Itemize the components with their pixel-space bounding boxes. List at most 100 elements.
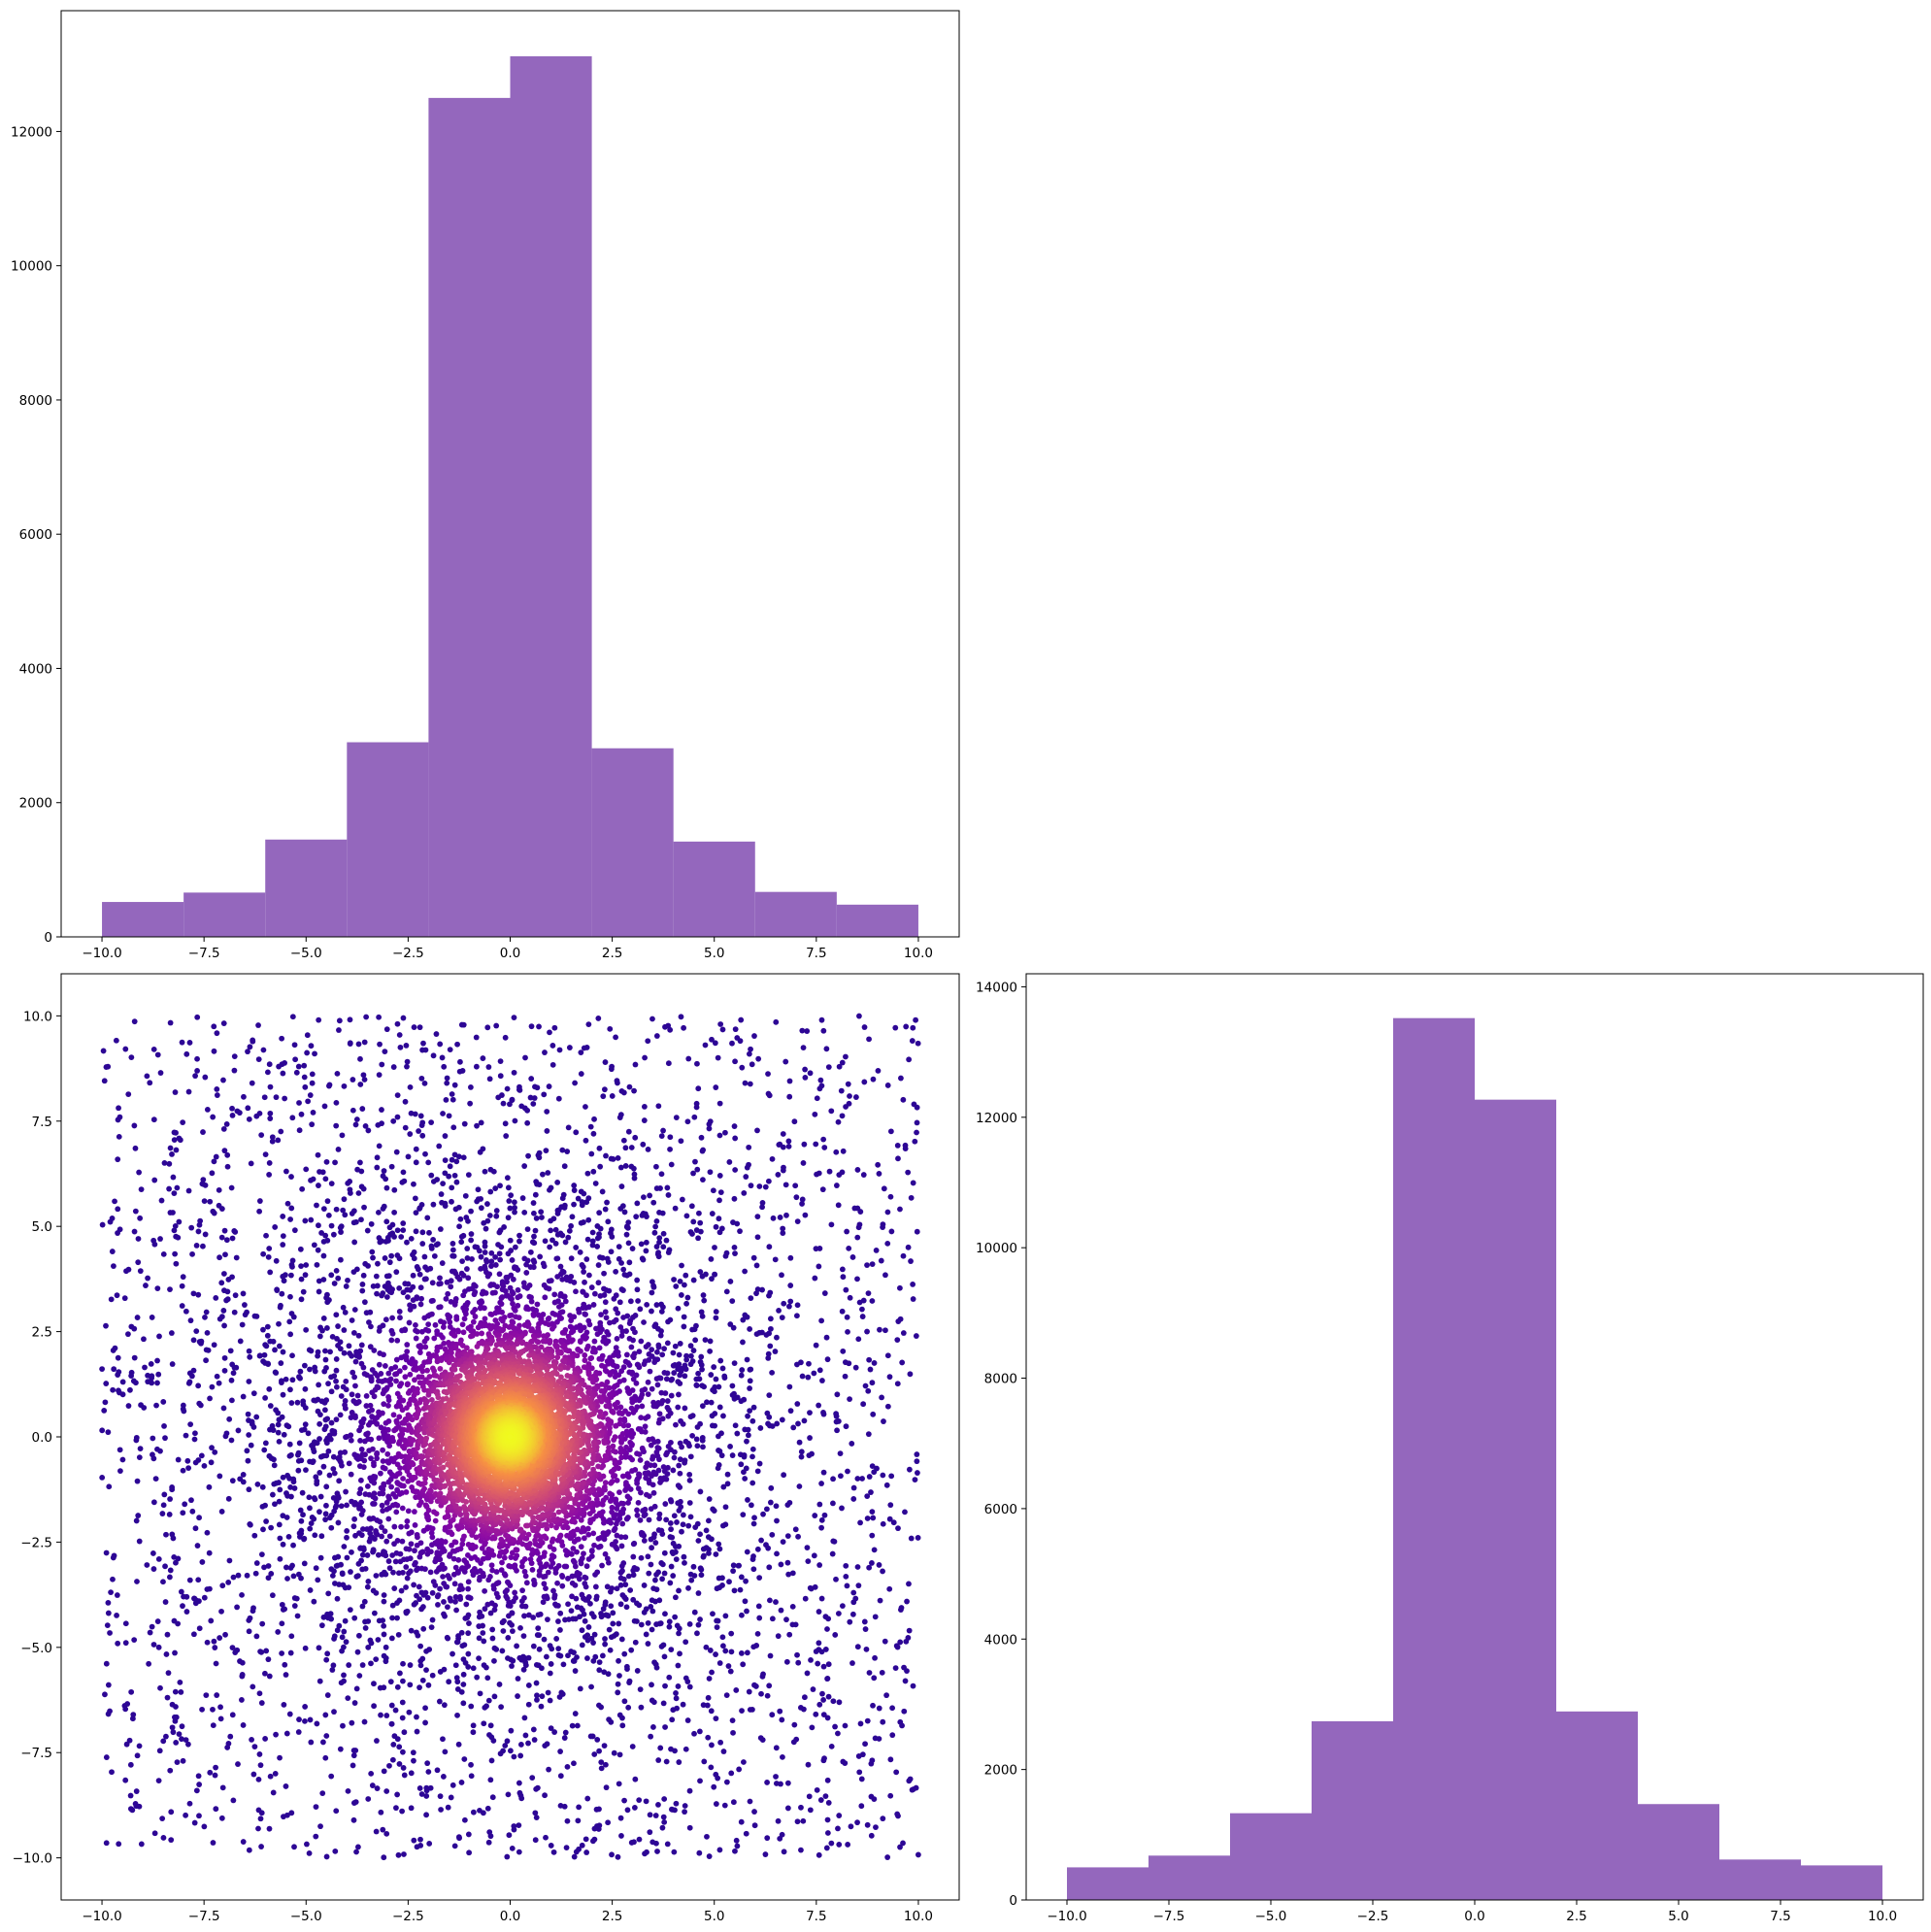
- scatter-point: [470, 1309, 476, 1316]
- scatter-point: [131, 1228, 138, 1235]
- scatter-point: [160, 1738, 167, 1745]
- scatter-point: [398, 1453, 405, 1460]
- scatter-point: [192, 1525, 199, 1532]
- scatter-point: [693, 1382, 700, 1388]
- scatter-point: [211, 1048, 217, 1054]
- scatter-point: [666, 1674, 673, 1681]
- scatter-point: [424, 1760, 431, 1767]
- scatter-point: [670, 1362, 677, 1369]
- scatter-point: [675, 1662, 682, 1669]
- scatter-point: [868, 1832, 875, 1839]
- scatter-point: [442, 1203, 449, 1210]
- scatter-point: [484, 1201, 490, 1207]
- scatter-point: [744, 1608, 749, 1615]
- scatter-point: [314, 1440, 320, 1447]
- scatter-point: [625, 1573, 632, 1580]
- scatter-point: [381, 1854, 387, 1861]
- scatter-point: [596, 1702, 602, 1709]
- scatter-point: [460, 1021, 467, 1028]
- scatter-point: [413, 1321, 418, 1328]
- scatter-point: [559, 1195, 566, 1202]
- scatter-point: [275, 1429, 282, 1436]
- scatter-point: [316, 1183, 321, 1188]
- scatter-point: [683, 1675, 689, 1682]
- scatter-point: [624, 1471, 631, 1478]
- scatter-point: [220, 1308, 227, 1314]
- scatter-point: [247, 1044, 253, 1050]
- scatter-point: [609, 1585, 616, 1591]
- scatter-point: [694, 1166, 701, 1173]
- scatter-point: [170, 1535, 177, 1542]
- scatter-point: [716, 1433, 721, 1440]
- scatter-point: [619, 1328, 626, 1335]
- scatter-point: [591, 1542, 597, 1549]
- scatter-point: [835, 1611, 842, 1616]
- scatter-point: [649, 1682, 654, 1688]
- scatter-point: [534, 1692, 540, 1699]
- scatter-point: [743, 1830, 749, 1837]
- scatter-point: [589, 1229, 596, 1236]
- scatter-point: [405, 1294, 411, 1300]
- scatter-point: [638, 1415, 645, 1421]
- scatter-point: [745, 1413, 750, 1419]
- scatter-point: [418, 1589, 425, 1596]
- scatter-point: [460, 1154, 467, 1161]
- scatter-point: [731, 1123, 738, 1129]
- scatter-point: [340, 1582, 347, 1588]
- scatter-point: [444, 1075, 450, 1082]
- scatter-point: [611, 1384, 617, 1390]
- scatter-point: [277, 1486, 283, 1493]
- scatter-point: [651, 1531, 657, 1538]
- scatter-point: [578, 1327, 583, 1334]
- scatter-point: [388, 1337, 395, 1344]
- scatter-point: [778, 1607, 784, 1614]
- scatter-point: [442, 1539, 449, 1545]
- scatter-point: [599, 1362, 605, 1369]
- scatter-point: [656, 1411, 663, 1417]
- scatter-point: [632, 1639, 639, 1646]
- scatter-point: [161, 1160, 168, 1166]
- scatter-point: [598, 1759, 605, 1765]
- scatter-point: [822, 1614, 829, 1620]
- scatter-point: [375, 1384, 382, 1391]
- scatter-point: [741, 1190, 748, 1196]
- scatter-point: [656, 1511, 663, 1517]
- scatter-point: [422, 1719, 428, 1726]
- scatter-point: [551, 1299, 558, 1306]
- scatter-point: [183, 1812, 189, 1818]
- scatter-point: [906, 1627, 913, 1634]
- scatter-point: [453, 1607, 459, 1614]
- scatter-point: [109, 1216, 116, 1221]
- scatter-point: [730, 1562, 737, 1569]
- scatter-point: [380, 1826, 386, 1833]
- scatter-point: [878, 1257, 884, 1264]
- scatter-point: [390, 1741, 397, 1748]
- scatter-point: [598, 1381, 605, 1387]
- scatter-point: [899, 1359, 906, 1366]
- scatter-point: [316, 1436, 322, 1442]
- scatter-point: [472, 1554, 479, 1560]
- scatter-point: [794, 1361, 800, 1368]
- scatter-point: [300, 1288, 307, 1295]
- scatter-point: [830, 1698, 837, 1705]
- x-tick-label: 7.5: [806, 946, 826, 961]
- scatter-point: [460, 1671, 467, 1678]
- scatter-point: [565, 1601, 571, 1608]
- scatter-point: [295, 1729, 302, 1735]
- scatter-point: [653, 1244, 660, 1249]
- scatter-panel-bottom-left: −10.0 −7.5 −5.0 −2.5 0.0 2.5 5.0 7.5 10.0−10.0−7…: [13, 973, 960, 1924]
- scatter-point: [709, 1211, 716, 1216]
- scatter-point: [319, 1169, 326, 1176]
- scatter-point: [468, 1773, 475, 1780]
- scatter-point: [346, 1460, 352, 1467]
- scatter-point: [870, 1702, 876, 1709]
- scatter-point: [733, 1687, 740, 1693]
- scatter-point: [649, 1385, 655, 1392]
- scatter-point: [347, 1190, 353, 1196]
- scatter-point: [337, 1339, 344, 1346]
- scatter-point: [574, 1604, 581, 1611]
- scatter-point: [716, 1197, 722, 1204]
- scatter-point: [699, 1366, 705, 1373]
- scatter-point: [244, 1572, 250, 1579]
- scatter-point: [635, 1485, 642, 1492]
